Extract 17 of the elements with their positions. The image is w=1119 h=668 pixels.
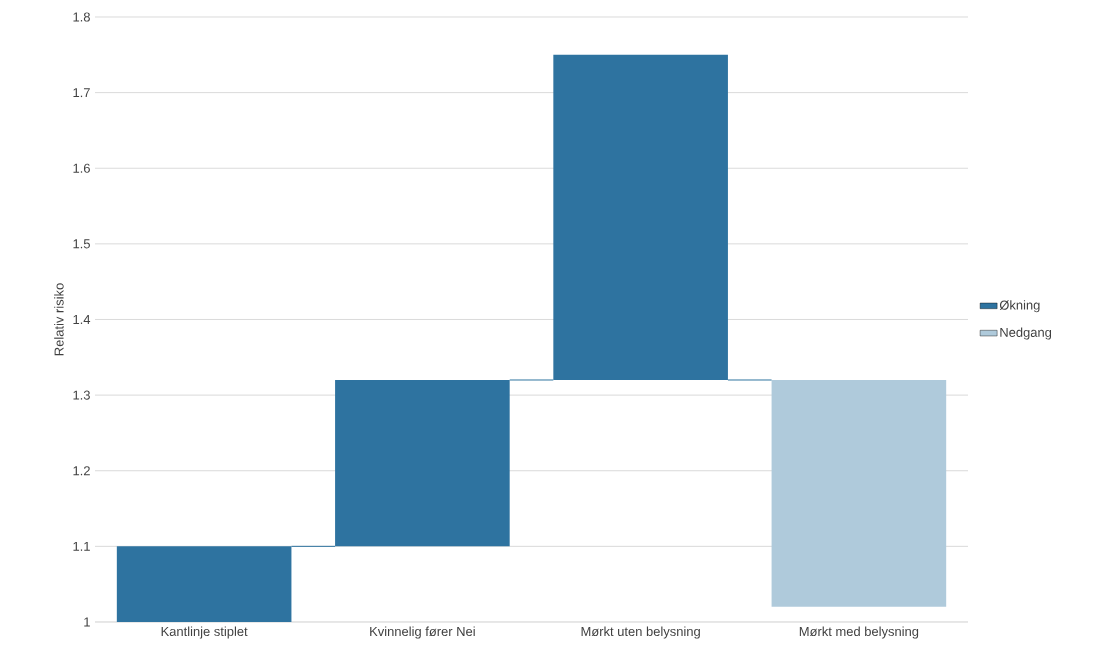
bar xyxy=(771,379,947,607)
y-tick-label: 1.7 xyxy=(73,88,90,98)
x-tick-label: Kantlinje stiplet xyxy=(161,626,248,639)
y-tick-label: 1.6 xyxy=(73,163,90,173)
y-tick-label: 1.1 xyxy=(73,541,90,551)
y-tick-label: 1.2 xyxy=(73,466,90,476)
x-tick-label: Kvinnelig fører Nei xyxy=(370,626,475,639)
y-tick-label: 1.5 xyxy=(73,239,90,249)
y-tick-label: 1.3 xyxy=(73,390,90,400)
y-tick-label: 1.8 xyxy=(73,12,90,22)
y-axis-title: Relativ risiko xyxy=(54,283,64,356)
x-tick-label: Mørkt uten belysning xyxy=(581,626,700,639)
legend-label: Nedgang xyxy=(1000,327,1052,340)
y-tick-label: 1.4 xyxy=(73,315,91,324)
x-tick-label: Mørkt med belysning xyxy=(799,626,919,639)
y-tick-label: 1 xyxy=(84,617,90,627)
legend-label: Økning xyxy=(999,300,1040,313)
